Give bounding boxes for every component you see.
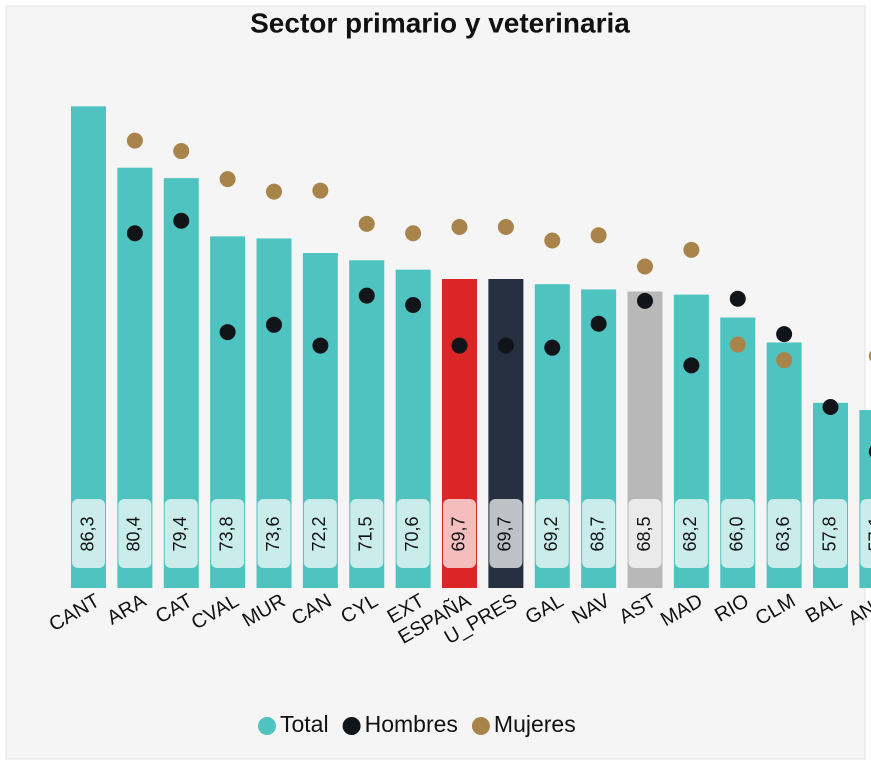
dot [266,316,282,333]
value-label-box [489,499,523,568]
value-label: 86,3 [77,516,97,551]
value-label: 72,2 [309,516,329,551]
chart-title: Sector primario y veterinaria [250,7,630,38]
dot [776,352,793,369]
dot [126,132,143,149]
dot [683,357,700,374]
value-label: 73,8 [216,516,236,551]
dot [358,215,375,232]
value-label-box [118,499,152,568]
dot [405,297,422,314]
legend-label: Hombres [365,711,458,737]
value-label: 79,4 [170,516,190,551]
value-label-box [443,499,476,568]
value-label-box [721,499,755,568]
dot [868,446,871,458]
dot [497,337,514,354]
value-label: 68,2 [680,516,700,551]
dot [544,339,561,356]
dot [590,315,607,332]
value-label-box [674,499,708,568]
value-label-box [72,499,105,568]
value-label: 57,1 [866,516,871,551]
value-label: 66,0 [727,516,747,551]
dot [544,232,561,249]
legend: Total Hombres Mujeres [258,711,576,737]
value-label-box [257,499,291,568]
value-label-box [582,499,616,568]
value-label: 80,4 [124,516,144,551]
dot [405,225,422,242]
value-label-box [860,499,871,568]
dot [312,182,329,199]
value-label: 71,5 [356,516,376,551]
value-label: 68,7 [587,516,607,551]
value-label-box [628,499,662,568]
dot [219,324,236,341]
value-label: 69,7 [495,516,515,551]
value-label: 69,2 [541,516,561,551]
dot [266,183,282,200]
value-label-box [396,499,430,568]
value-label-box [814,499,847,568]
dot [312,337,329,354]
value-label: 68,5 [634,516,654,551]
dot [173,212,190,229]
value-label: 69,7 [448,516,468,551]
value-label-box [164,499,198,568]
legend-swatch [342,717,361,735]
value-label: 57,8 [819,516,839,551]
legend-label: Mujeres [494,711,576,737]
dot [590,227,607,244]
legend-swatch [258,717,276,735]
dot [637,258,653,275]
bar [859,410,871,588]
value-label-box [535,499,569,568]
dot [683,241,700,258]
dot [822,398,839,415]
value-label-box [767,499,801,568]
dot [451,337,468,354]
dot [451,218,468,235]
dot [868,350,871,362]
legend-label: Total [280,711,329,737]
legend-swatch [471,717,490,735]
dot [729,336,746,353]
dot [126,225,143,242]
value-label: 70,6 [402,516,422,551]
value-label-box [211,499,245,568]
dot [219,171,236,188]
dot [497,218,514,235]
value-label-box [350,499,384,568]
dot [637,292,653,309]
dot [776,326,793,343]
value-label: 63,6 [773,516,793,551]
value-label: 73,6 [263,516,283,551]
dot [729,290,746,307]
value-label-box [303,499,337,568]
dot [173,143,190,160]
dot [358,287,375,304]
